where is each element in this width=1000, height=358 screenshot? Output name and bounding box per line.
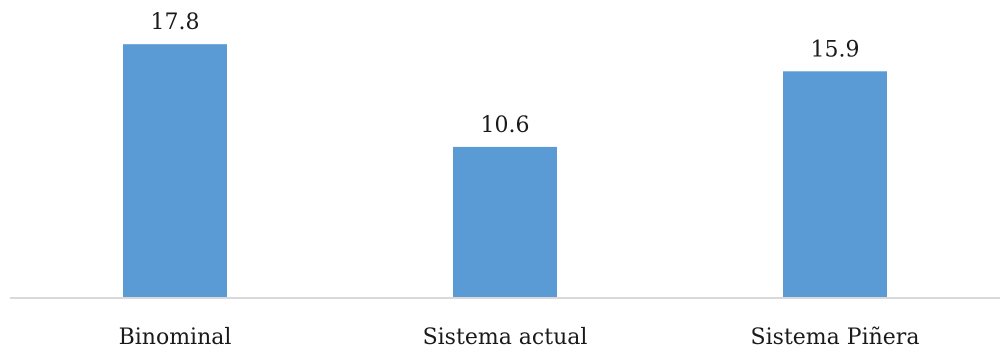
data-label-binominal: 17.8 [151, 10, 200, 35]
bar-sistema-actual [453, 146, 557, 298]
x-tick-label-sistema-pinera: Sistema Piñera [751, 325, 920, 350]
bars-layer [123, 44, 887, 299]
x-tick-label-binominal: Binominal [119, 325, 232, 350]
bar-sistema-pinera [783, 71, 887, 298]
x-tick-labels-layer: Binominal Sistema actual Sistema Piñera [119, 325, 920, 350]
data-label-sistema-pinera: 15.9 [811, 37, 860, 62]
bar-binominal [123, 44, 227, 299]
data-labels-layer: 17.8 10.6 15.9 [151, 10, 860, 138]
x-tick-label-sistema-actual: Sistema actual [423, 325, 588, 350]
data-label-sistema-actual: 10.6 [481, 113, 530, 138]
